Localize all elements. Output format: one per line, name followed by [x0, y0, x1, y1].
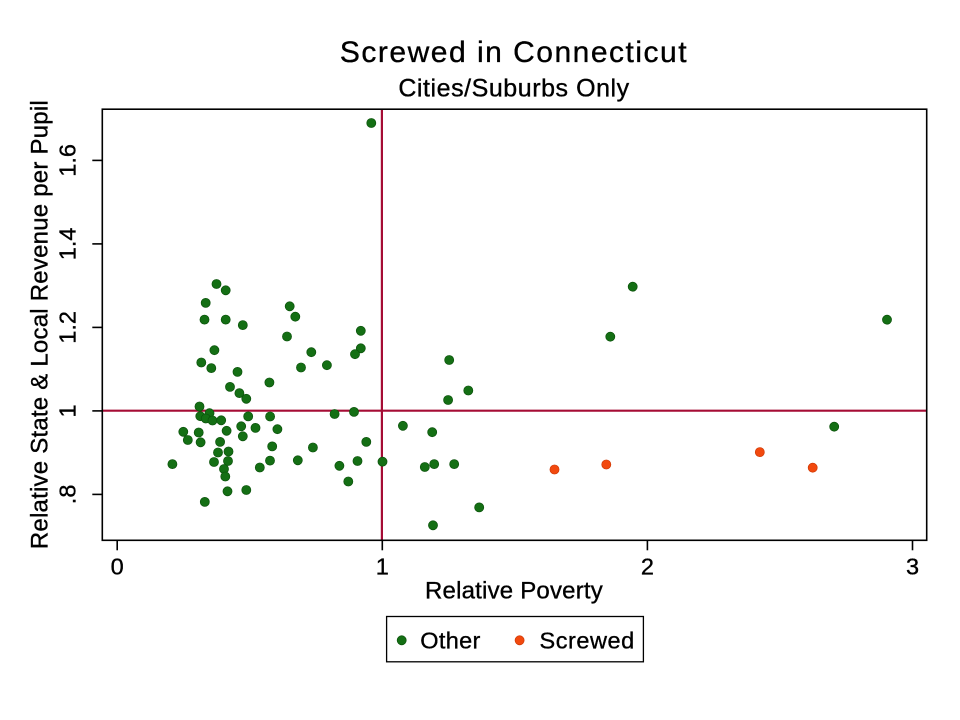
svg-text:1.2: 1.2: [55, 311, 81, 344]
svg-text:0: 0: [111, 554, 124, 580]
svg-text:1: 1: [376, 554, 389, 580]
svg-text:1.4: 1.4: [55, 228, 81, 261]
svg-text:Screwed in Connecticut: Screwed in Connecticut: [340, 36, 688, 69]
svg-text:Relative State & Local Revenue: Relative State & Local Revenue per Pupil: [27, 100, 54, 549]
svg-text:.8: .8: [55, 485, 81, 505]
svg-text:3: 3: [906, 554, 919, 580]
svg-text:Cities/Suburbs Only: Cities/Suburbs Only: [398, 75, 629, 103]
svg-text:2: 2: [641, 554, 654, 580]
svg-text:Other: Other: [420, 628, 480, 654]
svg-text:Relative Poverty: Relative Poverty: [425, 577, 603, 604]
svg-text:Screwed: Screwed: [540, 628, 635, 654]
svg-text:1: 1: [55, 404, 81, 417]
svg-text:1.6: 1.6: [55, 144, 81, 177]
